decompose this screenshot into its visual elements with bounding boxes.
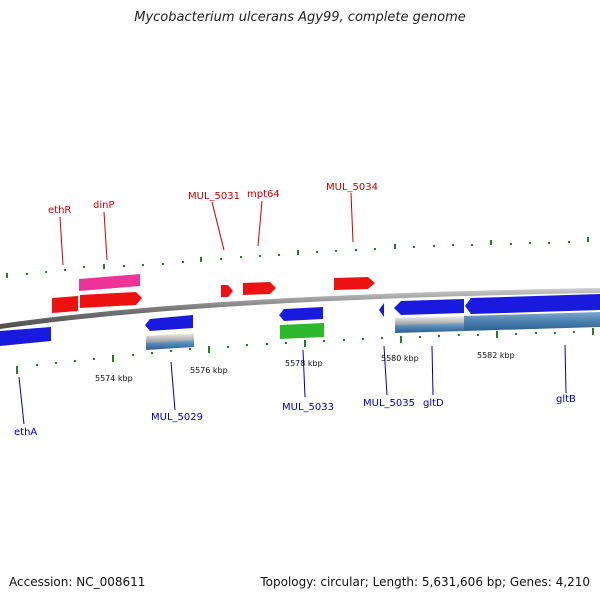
genome-summary: Topology: circular; Length: 5,631,606 bp…	[260, 575, 590, 589]
forward-tick-dots	[6, 237, 589, 278]
scale-labels: 5574 kbp 5576 kbp 5578 kbp 5580 kbp 5582…	[95, 351, 515, 383]
gene-label-dinP[interactable]: dinP	[93, 200, 115, 211]
rna-arrow[interactable]	[79, 274, 140, 291]
gene-MUL_5029-steel-bar	[146, 340, 194, 350]
gene-MUL_5035-arrow[interactable]	[379, 303, 384, 317]
scale-label: 5582 kbp	[477, 351, 515, 360]
gene-MUL_5033-arrow[interactable]	[279, 307, 323, 321]
gene-label-MUL_5029[interactable]: MUL_5029	[151, 412, 203, 423]
map-title: Mycobacterium ulcerans Agy99, complete g…	[134, 10, 466, 25]
gene-gltD-arrow[interactable]	[394, 299, 464, 315]
scale-label: 5574 kbp	[95, 374, 133, 383]
forward-gene-labels: ethR dinP MUL_5031 mpt64 MUL_5034	[48, 182, 378, 216]
gene-MUL_5034-arrow[interactable]	[334, 277, 375, 290]
gene-label-MUL_5035[interactable]: MUL_5035	[363, 398, 415, 409]
gene-label-MUL_5033[interactable]: MUL_5033	[282, 402, 334, 413]
gltD-steel-bar	[395, 323, 464, 333]
gene-MUL_5033-green-bar[interactable]	[280, 323, 324, 339]
gene-label-gltB[interactable]: gltB	[556, 394, 576, 405]
genome-backbone	[0, 288, 600, 329]
gene-MUL_5031-arrow[interactable]	[221, 285, 233, 297]
gene-label-gltD[interactable]: gltD	[423, 398, 444, 409]
reverse-tick-dots	[16, 328, 594, 374]
gene-dinP-arrow[interactable]	[80, 292, 142, 308]
accession-label: Accession: NC_008611	[9, 575, 146, 589]
forward-strand-features	[52, 274, 375, 313]
gene-ethA-arrow[interactable]	[0, 327, 51, 346]
gene-MUL_5029-arrow[interactable]	[145, 315, 193, 331]
gene-label-MUL_5031[interactable]: MUL_5031	[188, 191, 240, 202]
gene-gltB-arrow[interactable]	[465, 294, 600, 314]
reverse-gene-labels: ethA MUL_5029 MUL_5033 MUL_5035 gltD glt…	[14, 394, 576, 438]
reverse-label-lines	[18, 344, 567, 425]
forward-label-lines	[59, 192, 354, 266]
gltB-steel-bar	[464, 312, 600, 331]
gene-mpt64-arrow[interactable]	[243, 282, 276, 295]
gene-ethR-arrow[interactable]	[52, 296, 78, 313]
gene-label-MUL_5034[interactable]: MUL_5034	[326, 182, 378, 193]
scale-label: 5576 kbp	[190, 366, 228, 375]
gene-label-mpt64[interactable]: mpt64	[247, 189, 280, 200]
gene-label-ethA[interactable]: ethA	[14, 427, 37, 438]
reverse-strand-features	[0, 294, 600, 350]
gene-label-ethR[interactable]: ethR	[48, 205, 71, 216]
scale-label: 5580 kbp	[381, 354, 419, 363]
